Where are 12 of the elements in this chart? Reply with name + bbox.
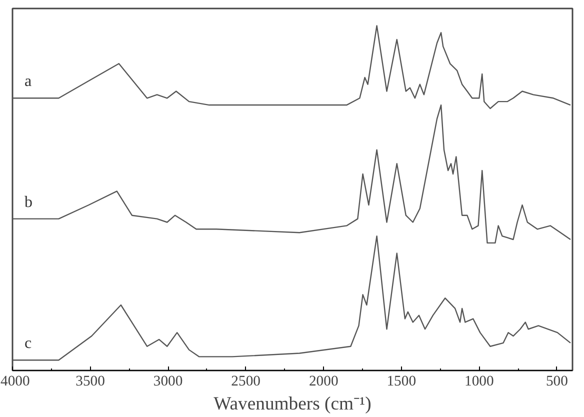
series-label: c xyxy=(24,335,32,352)
x-tick-label: 1500 xyxy=(386,374,416,390)
x-axis-title: Wavenumbers (cm⁻¹) xyxy=(214,394,372,414)
series-label: a xyxy=(24,73,32,90)
x-tick-label: 4000 xyxy=(0,374,30,390)
series-label: b xyxy=(24,194,32,211)
x-tick-label: 2000 xyxy=(308,374,338,390)
x-tick-label: 1000 xyxy=(464,374,494,390)
x-tick-label: 500 xyxy=(546,374,568,390)
x-tick-label: 2500 xyxy=(231,374,260,390)
x-tick-label: 3500 xyxy=(76,374,105,390)
x-tick-label: 3000 xyxy=(153,374,183,390)
